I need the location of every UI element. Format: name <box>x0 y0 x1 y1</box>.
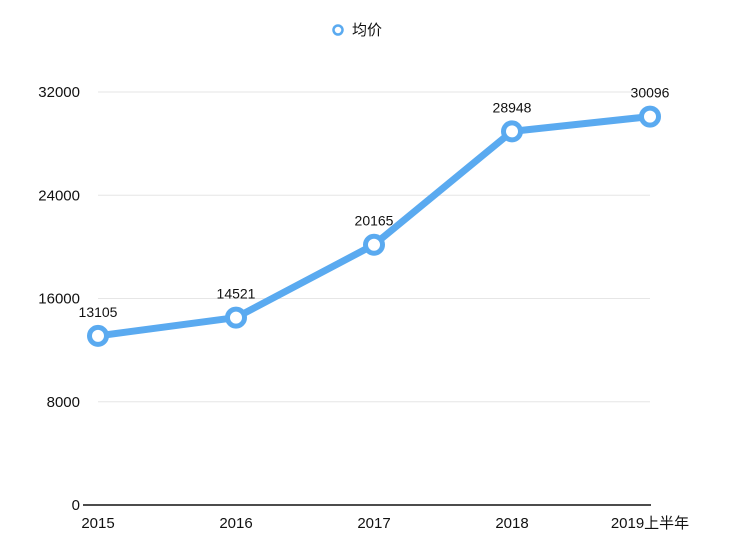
data-point-2016 <box>225 306 247 329</box>
gridlines <box>98 91 650 403</box>
data-label-2018: 28948 <box>493 99 532 115</box>
x-tick-label-2015: 2015 <box>81 515 114 532</box>
legend: 均价 <box>332 21 382 39</box>
y-tick-label-16000: 16000 <box>38 291 80 308</box>
data-point-2019上半年 <box>639 105 661 128</box>
data-label-2015: 13105 <box>79 304 118 320</box>
x-axis: 2015 2016 2017 2018 2019上半年 <box>81 504 689 532</box>
data-label-2019上半年: 30096 <box>631 85 670 101</box>
x-tick-label-2018: 2018 <box>495 515 528 532</box>
y-tick-label-8000: 8000 <box>47 394 80 411</box>
data-labels: 13105 14521 20165 28948 30096 <box>79 85 670 320</box>
y-tick-label-24000: 24000 <box>38 187 80 204</box>
y-tick-label-0: 0 <box>72 497 80 514</box>
y-tick-label-32000: 32000 <box>38 84 80 101</box>
x-tick-label-2016: 2016 <box>219 515 252 532</box>
legend-marker <box>332 24 344 36</box>
legend-label: 均价 <box>352 21 382 39</box>
data-point-2017 <box>363 233 385 256</box>
x-tick-label-2019上半年: 2019上半年 <box>611 515 689 532</box>
data-label-2017: 20165 <box>355 213 394 229</box>
data-label-2016: 14521 <box>217 286 256 302</box>
series-group <box>87 105 661 347</box>
data-point-2018 <box>501 120 523 143</box>
x-tick-label-2017: 2017 <box>357 515 390 532</box>
data-point-2015 <box>87 324 109 347</box>
y-axis: 0 8000 16000 24000 32000 <box>38 84 80 514</box>
